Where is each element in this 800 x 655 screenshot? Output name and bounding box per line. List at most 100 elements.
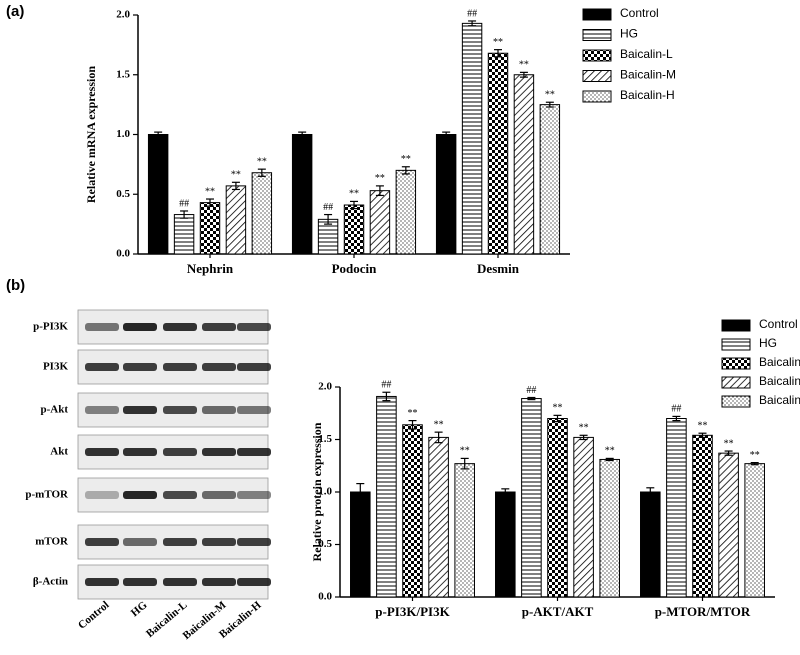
bar — [573, 436, 594, 598]
blot-band — [123, 538, 157, 546]
bar — [547, 418, 568, 598]
blot-band — [85, 578, 119, 586]
bar — [521, 398, 542, 598]
significance-label: ## — [526, 385, 536, 396]
significance-label: ** — [579, 423, 589, 434]
significance-label: ** — [553, 403, 563, 414]
bar — [199, 202, 221, 255]
significance-label: ** — [698, 420, 708, 431]
blot-band — [85, 406, 119, 414]
bar — [147, 134, 169, 255]
x-tick-label: p-AKT/AKT — [522, 604, 594, 619]
legend-swatch — [721, 319, 751, 332]
significance-label: ## — [323, 202, 333, 213]
bar — [251, 172, 273, 255]
significance-label: ## — [381, 380, 391, 391]
legend-label: Baicalin-M — [620, 68, 676, 82]
legend-swatch — [582, 29, 612, 41]
blot-band — [85, 448, 119, 456]
bar — [461, 22, 483, 255]
bar — [395, 169, 417, 255]
panel-label: (b) — [6, 277, 25, 294]
blot-band — [202, 578, 236, 586]
panel-label: (a) — [6, 3, 24, 20]
significance-label: ** — [605, 446, 615, 457]
bar — [599, 458, 620, 598]
blot-row-label: PI3K — [43, 361, 69, 373]
blot-band — [163, 363, 197, 371]
significance-label: ## — [671, 404, 681, 415]
y-tick-label: 1.0 — [318, 486, 332, 498]
blot-band — [237, 491, 271, 499]
blot-band — [123, 363, 157, 371]
blot-row-label: β-Actin — [33, 576, 68, 588]
blot-band — [163, 448, 197, 456]
bar — [454, 463, 475, 598]
legend-label: Baicalin-H — [620, 88, 675, 102]
blot-band — [123, 323, 157, 331]
blot-row-label: p-PI3K — [33, 321, 68, 333]
y-axis-label: Relative protein expression — [310, 422, 324, 561]
blot-row-label: p-Akt — [40, 404, 68, 416]
significance-label: ** — [205, 186, 215, 197]
blot-band — [123, 491, 157, 499]
bar — [495, 491, 516, 598]
blot-band — [237, 448, 271, 456]
x-tick-label: Nephrin — [187, 261, 234, 276]
y-tick-label: 2.0 — [318, 381, 332, 393]
blot-band — [202, 491, 236, 499]
legend-label: Control — [759, 317, 798, 331]
bar — [350, 491, 371, 598]
bar — [640, 491, 661, 598]
blot-band — [202, 323, 236, 331]
legend-swatch — [721, 376, 751, 389]
blot-band — [163, 323, 197, 331]
y-tick-label: 0.0 — [318, 591, 332, 603]
x-tick-label: p-MTOR/MTOR — [655, 604, 751, 619]
blot-band — [123, 406, 157, 414]
blot-band — [202, 538, 236, 546]
significance-label: ** — [724, 438, 734, 449]
blot-band — [85, 323, 119, 331]
blot-band — [237, 406, 271, 414]
legend-label: HG — [759, 336, 777, 350]
bar — [376, 395, 397, 598]
blot-band — [85, 538, 119, 546]
legend-swatch — [582, 49, 612, 62]
x-tick-label: p-PI3K/PI3K — [375, 604, 450, 619]
bar — [291, 134, 313, 255]
blot-band — [237, 363, 271, 371]
x-tick-label: Podocin — [332, 261, 378, 276]
bar — [173, 214, 195, 255]
legend-label: Baicalin-H — [759, 393, 800, 407]
legend-swatch — [582, 70, 612, 82]
blot-band — [163, 406, 197, 414]
legend-label: Baicalin-L — [620, 47, 673, 61]
blot-band — [202, 363, 236, 371]
x-tick-label: Desmin — [477, 261, 520, 276]
blot-band — [202, 406, 236, 414]
significance-label: ** — [231, 170, 241, 181]
bar — [225, 185, 247, 255]
blot-band — [123, 448, 157, 456]
bar — [487, 52, 509, 255]
bar — [744, 463, 765, 598]
bar — [513, 74, 535, 255]
y-axis-label: Relative mRNA expression — [84, 66, 98, 203]
significance-label: ** — [750, 450, 760, 461]
blot-band — [202, 448, 236, 456]
y-tick-label: 0.0 — [116, 248, 130, 260]
legend-swatch — [582, 8, 612, 21]
legend-swatch — [721, 357, 751, 370]
y-tick-label: 2.0 — [116, 9, 130, 21]
legend-label: Baicalin-M — [759, 374, 800, 388]
legend-label: Control — [620, 6, 659, 20]
blot-band — [237, 578, 271, 586]
significance-label: ** — [493, 37, 503, 48]
significance-label: ## — [467, 8, 477, 19]
significance-label: ** — [375, 173, 385, 184]
blot-row-label: Akt — [50, 446, 68, 458]
bar — [539, 104, 561, 255]
blot-band — [85, 363, 119, 371]
